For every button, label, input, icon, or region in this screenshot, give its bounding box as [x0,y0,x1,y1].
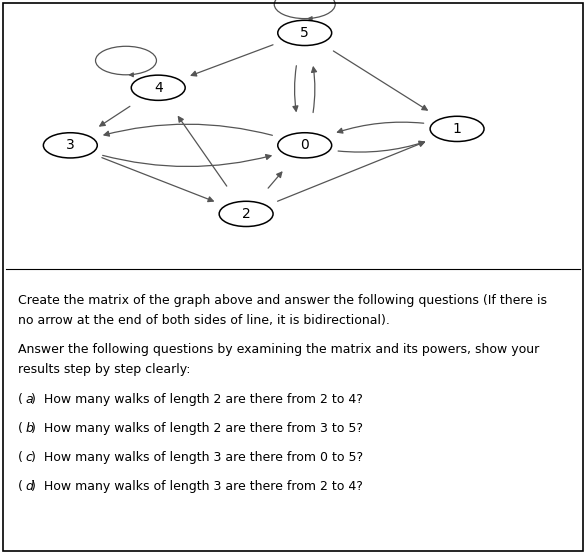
Text: )  How many walks of length 3 are there from 0 to 5?: ) How many walks of length 3 are there f… [31,451,363,464]
Text: )  How many walks of length 2 are there from 2 to 4?: ) How many walks of length 2 are there f… [31,393,363,406]
Circle shape [219,201,273,227]
Text: 0: 0 [301,138,309,152]
Text: 4: 4 [154,81,162,95]
Text: )  How many walks of length 2 are there from 3 to 5?: ) How many walks of length 2 are there f… [31,422,363,435]
Text: (: ( [18,422,22,435]
Text: )  How many walks of length 3 are there from 2 to 4?: ) How many walks of length 3 are there f… [31,480,363,493]
Text: a: a [25,393,33,406]
Text: 1: 1 [452,122,462,136]
Text: (: ( [18,451,22,464]
Text: results step by step clearly:: results step by step clearly: [18,363,190,376]
Text: Answer the following questions by examining the matrix and its powers, show your: Answer the following questions by examin… [18,343,539,356]
Text: c: c [25,451,32,464]
Text: 5: 5 [301,26,309,40]
Circle shape [278,133,332,158]
Text: no arrow at the end of both sides of line, it is bidirectional).: no arrow at the end of both sides of lin… [18,314,390,327]
Text: (: ( [18,480,22,493]
Text: Create the matrix of the graph above and answer the following questions (If ther: Create the matrix of the graph above and… [18,294,547,307]
Circle shape [430,116,484,141]
Circle shape [131,75,185,100]
Text: b: b [25,422,33,435]
Text: (: ( [18,393,22,406]
Circle shape [278,20,332,45]
Text: 2: 2 [242,207,250,221]
Circle shape [43,133,97,158]
Text: d: d [25,480,33,493]
Text: 3: 3 [66,138,74,152]
